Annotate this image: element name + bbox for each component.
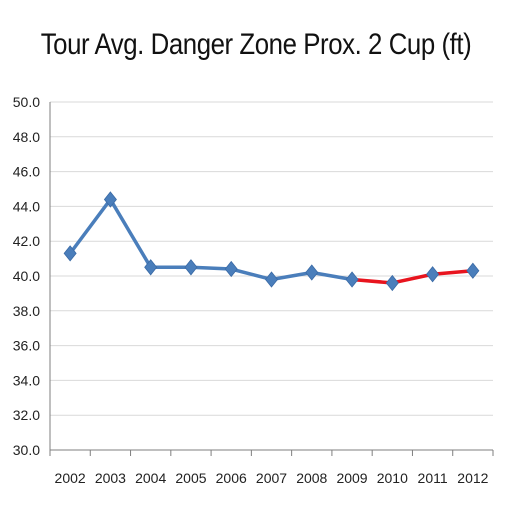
data-point-2007	[264, 271, 279, 288]
y-tick-label: 40.0	[13, 268, 40, 284]
data-point-2003	[103, 191, 117, 208]
series-line	[68, 197, 474, 285]
x-tick-label: 2011	[418, 470, 448, 486]
y-tick-label: 36.0	[13, 338, 40, 354]
x-tick-label: 2005	[175, 470, 206, 486]
data-point-2004	[144, 259, 158, 276]
y-tick-label: 42.0	[13, 233, 40, 249]
y-tick-label: 32.0	[13, 407, 40, 423]
x-tick-label: 2012	[457, 470, 488, 486]
y-tick-label: 30.0	[13, 442, 40, 458]
data-point-2009	[345, 271, 359, 288]
data-point-2002	[63, 245, 77, 262]
gridlines	[50, 101, 493, 416]
x-tick-labels: 2002 2003 2004 2005 2006 2007 2008 2009 2010 2011…	[55, 470, 489, 486]
y-tick-label: 38.0	[13, 303, 40, 319]
x-tick-label: 2002	[55, 470, 86, 486]
data-point-2005	[184, 259, 198, 276]
x-tick-label: 2009	[336, 470, 367, 486]
data-point-2008	[305, 264, 319, 281]
y-tick-labels: 30.0 32.0 34.0 36.0 38.0 40.0 42.0 44.0 46.0 48.0…	[13, 94, 40, 458]
y-tick-label: 50.0	[13, 94, 40, 110]
series-line-highlight	[351, 269, 474, 285]
x-tick-label: 2010	[377, 470, 408, 486]
series-line-main	[68, 197, 353, 282]
series-markers	[63, 191, 480, 292]
x-tick-label: 2003	[95, 470, 126, 486]
x-tick-label: 2004	[135, 470, 166, 486]
y-tick-label: 46.0	[13, 164, 40, 180]
x-tick-label: 2008	[296, 470, 327, 486]
data-point-2011	[426, 266, 440, 283]
y-tick-label: 34.0	[13, 372, 40, 388]
data-point-2012	[466, 262, 480, 279]
x-tick-label: 2006	[216, 470, 247, 486]
data-point-2006	[224, 260, 238, 278]
axes	[49, 102, 494, 456]
y-tick-label: 44.0	[13, 198, 40, 214]
data-point-2010	[385, 274, 399, 292]
chart-title: Tour Avg. Danger Zone Prox. 2 Cup (ft)	[40, 28, 472, 61]
x-tick-label: 2007	[256, 470, 287, 486]
y-tick-label: 48.0	[13, 129, 40, 145]
